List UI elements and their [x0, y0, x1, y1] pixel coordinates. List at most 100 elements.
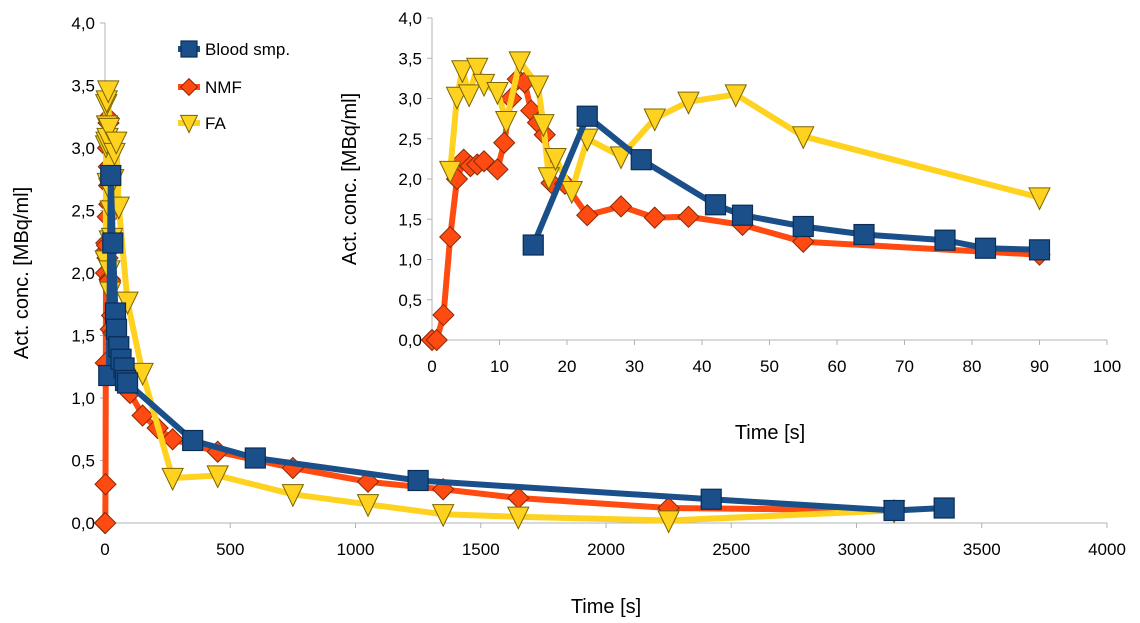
x-tick-label: 3500 [963, 540, 1001, 559]
series-blood-smp [522, 105, 1051, 261]
data-point [609, 195, 633, 218]
data-point [657, 510, 680, 534]
data-point [544, 147, 567, 172]
data-point [507, 506, 530, 530]
main-plot: 0,00,51,01,52,02,53,03,54,00 500 1000 1500 2… [11, 14, 1126, 618]
data-point [407, 469, 429, 492]
legend-swatch-marker [179, 77, 199, 97]
x-tick-label: 60 [828, 357, 847, 376]
x-tick-label: 2000 [587, 540, 625, 559]
data-point [526, 75, 550, 99]
y-tick-label: 2,0 [71, 264, 95, 283]
x-tick-label: 2500 [712, 540, 750, 559]
y-tick-label: 4,0 [71, 14, 95, 33]
data-point [116, 372, 139, 394]
data-point [94, 473, 117, 496]
legend-item: FA [178, 114, 226, 134]
data-point [1028, 187, 1051, 211]
data-point [532, 114, 555, 138]
data-point [731, 204, 754, 226]
y-tick-label: 1,5 [71, 327, 95, 346]
data-point [356, 494, 380, 518]
data-point [677, 205, 700, 229]
x-tick-label: 50 [760, 357, 779, 376]
data-point [96, 80, 120, 104]
data-point [560, 180, 584, 205]
data-point [507, 486, 530, 510]
y-axis-label: Act. conc. [MBq/ml] [339, 93, 361, 265]
data-point [431, 504, 455, 528]
x-tick-label: 40 [693, 357, 712, 376]
data-point [576, 204, 599, 227]
series-line [530, 113, 1043, 253]
y-tick-label: 0,5 [71, 452, 95, 471]
legend-label: NMF [205, 78, 242, 97]
y-tick-label: 3,5 [398, 49, 422, 68]
data-point [576, 105, 598, 127]
x-axis-label: Time [s] [571, 596, 641, 618]
data-point [244, 447, 266, 469]
data-point [465, 57, 489, 82]
data-point [425, 328, 448, 352]
x-tick-label: 1500 [462, 540, 500, 559]
legend-swatch-marker [180, 40, 198, 58]
data-point [700, 488, 722, 510]
data-point [97, 117, 121, 142]
series-line [102, 115, 898, 526]
data-point [438, 160, 462, 185]
x-tick-label: 20 [558, 357, 577, 376]
series-blood-smp [98, 164, 955, 522]
data-point [206, 465, 230, 489]
data-point [439, 225, 462, 249]
data-point [643, 108, 667, 132]
x-axis-label: Time [s] [735, 422, 805, 444]
data-point [161, 467, 184, 492]
data-point [974, 237, 997, 259]
data-point [182, 429, 204, 452]
y-tick-label: 2,5 [71, 202, 95, 221]
data-point [486, 158, 509, 181]
x-tick-label: 70 [895, 357, 914, 376]
legend-item: Blood smp. [178, 40, 290, 59]
x-tick-label: 1000 [337, 540, 375, 559]
data-point [643, 206, 666, 229]
x-tick-label: 10 [490, 357, 509, 376]
x-tick-label: 100 [1093, 357, 1121, 376]
x-tick-label: 80 [963, 357, 982, 376]
y-tick-label: 0,0 [398, 331, 422, 350]
y-tick-label: 1,0 [71, 389, 95, 408]
data-point [883, 499, 905, 522]
data-point [677, 91, 700, 115]
data-point [704, 194, 727, 216]
data-point [934, 229, 956, 251]
legend: Blood smp. NMF FA [178, 40, 290, 134]
x-tick-label: 0 [427, 357, 436, 376]
y-tick-label: 1,0 [398, 251, 422, 270]
data-point [131, 404, 154, 427]
data-point [508, 51, 532, 75]
data-point [853, 223, 875, 246]
data-point [1028, 239, 1051, 261]
data-point [493, 131, 516, 154]
data-point [522, 234, 544, 256]
data-point [94, 511, 117, 535]
y-tick-label: 3,5 [71, 77, 95, 96]
y-tick-label: 4,0 [398, 9, 422, 28]
x-tick-label: 3000 [838, 540, 876, 559]
data-point [494, 110, 518, 135]
y-tick-label: 0,0 [71, 514, 95, 533]
y-tick-label: 2,5 [398, 130, 422, 149]
data-point [457, 84, 481, 108]
y-tick-label: 3,0 [71, 139, 95, 158]
legend-swatch-marker [179, 114, 199, 134]
data-point [791, 126, 815, 150]
data-point [792, 215, 814, 238]
data-point [100, 164, 122, 187]
legend-label: FA [205, 114, 226, 133]
x-tick-label: 0 [100, 540, 109, 559]
data-point [724, 84, 748, 108]
y-axis-label: Act. conc. [MBq/ml] [11, 187, 33, 359]
inset-plot: 0,0 0,5 1,0 1,5 2,0 2,5 3,0 3,5 4,0 0 10 20 30 40 50 60… [339, 9, 1121, 444]
y-tick-label: 0,5 [398, 291, 422, 310]
y-tick-label: 2,0 [398, 170, 422, 189]
